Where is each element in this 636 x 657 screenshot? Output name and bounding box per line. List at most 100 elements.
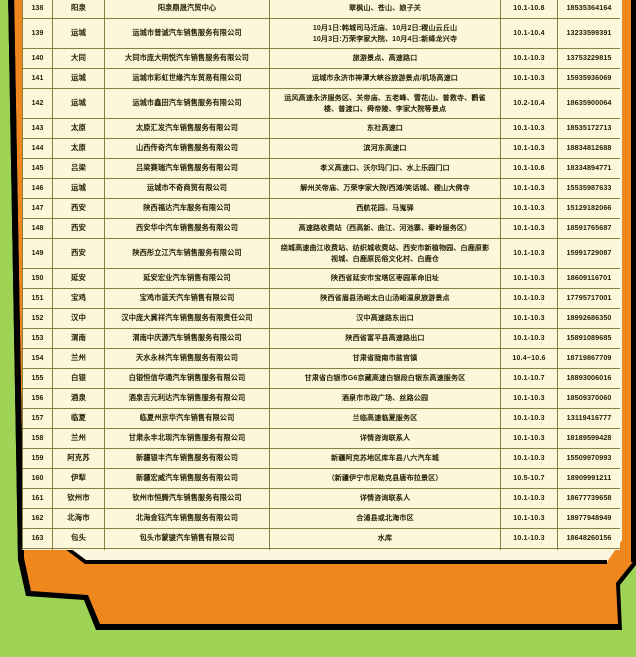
city-cell: 宝鸡 bbox=[52, 288, 105, 309]
spot-line: 高速路收费站（西高新、曲江、河池寨、秦岭服务区） bbox=[298, 224, 472, 233]
spot-line: 10月3日:万荣李家大院、10月4日:新绛龙兴寺 bbox=[312, 34, 458, 43]
date-range-cell: 10.1-10.3 bbox=[500, 488, 558, 509]
table-body: 138 阳泉 阳泉鼎晟汽贸中心 翠枫山、苍山、娘子关 10.1-10.8 18535364… bbox=[22, 0, 620, 550]
table-row[interactable]: 151 宝鸡 宝鸡市蓝天汽车销售有限公司 陕西省眉县汤峪太白山汤峪温泉旅游景点 10.1… bbox=[22, 288, 620, 309]
table-row[interactable]: 163 包头 包头市蒙骏汽车销售有限公司 水库 10.1-10.3 18648260156 bbox=[22, 528, 620, 549]
table-row[interactable]: 159 阿克苏 新疆银丰汽车销售服务有限公司 新疆阿克苏地区库车县八六汽车城 10.1-… bbox=[22, 448, 620, 469]
scenic-spot-cell: 大青山野生动物园、哈拉沁水库、阿尔泰游乐园 bbox=[269, 548, 501, 550]
phone-number-cell: 18719867709 bbox=[557, 348, 620, 369]
city-cell: 汉中 bbox=[52, 308, 105, 329]
phone-number-cell: 13233599391 bbox=[557, 18, 620, 49]
phone-number-cell: 13119416777 bbox=[557, 408, 620, 429]
scenic-spot-cell: 解州关帝庙、万荣李家大院/西滩/笑话城、稷山大佛寺 bbox=[269, 178, 501, 199]
scenic-spot-cell: 水库 bbox=[269, 528, 501, 549]
table-row[interactable]: 157 临夏 临夏州京华汽车销售有限公司 兰临高速临夏服务区 10.1-10.3 1311… bbox=[22, 408, 620, 429]
city-cell: 包头 bbox=[52, 528, 105, 549]
table-row[interactable]: 152 汉中 汉中庞大冀祥汽车销售服务有限责任公司 汉中高速路东出口 10.1-10.3… bbox=[22, 308, 620, 329]
city-cell: 运城 bbox=[52, 178, 105, 199]
table-row[interactable]: 155 白银 白银恒信华通汽车销售服务有限公司 甘肃省白银市G6京藏高速白银段白银东高… bbox=[22, 368, 620, 389]
city-cell: 渭南 bbox=[52, 328, 105, 349]
table-row[interactable]: 161 钦州市 钦州市恒腾汽车销售服务有限公司 详情咨询联系人 10.1-10.3 186… bbox=[22, 488, 620, 509]
row-index-cell: 153 bbox=[22, 328, 53, 349]
dealer-activity-table: 138 阳泉 阳泉鼎晟汽贸中心 翠枫山、苍山、娘子关 10.1-10.8 18535364… bbox=[22, 0, 620, 550]
city-cell: 西安 bbox=[52, 218, 105, 239]
spot-line: （新疆伊宁市尼勒克县唐布拉景区） bbox=[327, 474, 443, 483]
scenic-spot-cell: 运城市永济市神潭大峡谷旅游景点/机场高速口 bbox=[269, 68, 501, 89]
scenic-spot-cell: 甘肃省白银市G6京藏高速白银段白银东高速服务区 bbox=[269, 368, 501, 389]
company-name-cell: 汉中庞大冀祥汽车销售服务有限责任公司 bbox=[104, 308, 270, 329]
dealer-table-scroll-area[interactable]: 138 阳泉 阳泉鼎晟汽贸中心 翠枫山、苍山、娘子关 10.1-10.8 18535364… bbox=[22, 0, 620, 550]
spot-line: 西航花园、马嵬驿 bbox=[356, 204, 414, 213]
scenic-spot-cell: 汉中高速路东出口 bbox=[269, 308, 501, 329]
spot-line: 陕西省延安市宝塔区枣园革命旧址 bbox=[331, 274, 439, 283]
scenic-spot-cell: 孝义高速口、沃尔玛门口、水上乐园门口 bbox=[269, 158, 501, 179]
date-range-cell: 10.1-10.8 bbox=[500, 158, 558, 179]
scenic-spot-cell: 陕西省延安市宝塔区枣园革命旧址 bbox=[269, 268, 501, 289]
date-range-cell: 10.1-10.3 bbox=[500, 178, 558, 199]
scenic-spot-cell: 东社高速口 bbox=[269, 118, 501, 139]
table-row[interactable]: 164呼和浩特内蒙古鹏顺汽车销售服务有限责任公司大青山野生动物园、哈拉沁水库、阿… bbox=[22, 548, 620, 550]
row-index-cell: 145 bbox=[22, 158, 53, 179]
date-range-cell: 10.1-10.3 bbox=[500, 288, 558, 309]
city-cell: 西安 bbox=[52, 198, 105, 219]
company-name-cell: 渭南中庆源汽车销售服务有限公司 bbox=[104, 328, 270, 349]
city-cell: 北海市 bbox=[52, 508, 105, 529]
table-row[interactable]: 146 运城 运城市不奇商贸有限公司 解州关帝庙、万荣李家大院/西滩/笑话城、稷山大佛… bbox=[22, 178, 620, 199]
table-row[interactable]: 141 运城 运城市彩虹世缘汽车贸易有限公司 运城市永济市神潭大峡谷旅游景点/机场高速… bbox=[22, 68, 620, 89]
date-range-cell: 10.4~10.6 bbox=[500, 348, 558, 369]
city-cell: 运城 bbox=[52, 68, 105, 89]
table-row[interactable]: 154 兰州 天水永林汽车销售服务有限公司 甘肃省陇南市盐官镇 10.4~10.6 187… bbox=[22, 348, 620, 369]
row-index-cell: 160 bbox=[22, 468, 53, 489]
table-row[interactable]: 145 吕梁 吕梁赛瑞汽车销售服务有限公司 孝义高速口、沃尔玛门口、水上乐园门口 10.… bbox=[22, 158, 620, 179]
table-row[interactable]: 158 兰州 甘肃永丰北现汽车销售服务有限公司 详情咨询联系人 10.1-10.3 181… bbox=[22, 428, 620, 449]
banner-left-edge bbox=[8, 0, 24, 560]
table-row[interactable]: 156 酒泉 酒泉吉元利达汽车销售服务有限公司 酒泉市市政广场、丝路公园 10.1-10… bbox=[22, 388, 620, 409]
scenic-spot-cell: 兰临高速临夏服务区 bbox=[269, 408, 501, 429]
spot-line: 甘肃省白银市G6京藏高速白银段白银东高速服务区 bbox=[304, 374, 466, 383]
date-range-cell: 10.1-10.3 bbox=[500, 238, 558, 269]
spot-line: 详情咨询联系人 bbox=[359, 494, 411, 503]
table-row[interactable]: 162 北海市 北海金钰汽车销售服务有限公司 合浦县或北海市区 10.1-10.3 189… bbox=[22, 508, 620, 529]
phone-number-cell: 18535172713 bbox=[557, 118, 620, 139]
date-range-cell: 10.1-10.3 bbox=[500, 308, 558, 329]
spot-line: 兰临高速临夏服务区 bbox=[352, 414, 418, 423]
company-name-cell: 甘肃永丰北现汽车销售服务有限公司 bbox=[104, 428, 270, 449]
company-name-cell: 新疆银丰汽车销售服务有限公司 bbox=[104, 448, 270, 469]
table-row[interactable]: 160 伊犁 新疆宏威汽车销售服务有限公司 （新疆伊宁市尼勒克县唐布拉景区） 10.5-… bbox=[22, 468, 620, 489]
date-range-cell: 10.1-10.3 bbox=[500, 118, 558, 139]
row-index-cell: 140 bbox=[22, 48, 53, 69]
row-index-cell: 148 bbox=[22, 218, 53, 239]
city-cell: 西安 bbox=[52, 238, 105, 269]
table-row[interactable]: 148 西安 西安华中汽车销售服务有限公司 高速路收费站（西高新、曲江、河池寨、秦岭服… bbox=[22, 218, 620, 239]
spot-line: 10月1日:韩城司马迁庙、10月2日:稷山云丘山 bbox=[312, 23, 458, 32]
table-row[interactable]: 144 太原 山西传奇汽车销售服务有限公司 滨河东高速口 10.1-10.3 188348… bbox=[22, 138, 620, 159]
company-name-cell: 临夏州京华汽车销售有限公司 bbox=[104, 408, 270, 429]
row-index-cell: 139 bbox=[22, 18, 53, 49]
table-row[interactable]: 138 阳泉 阳泉鼎晟汽贸中心 翠枫山、苍山、娘子关 10.1-10.8 18535364… bbox=[22, 0, 620, 19]
table-row[interactable]: 153 渭南 渭南中庆源汽车销售服务有限公司 陕西省富平县高速路出口 10.1-10.3… bbox=[22, 328, 620, 349]
row-index-cell: 141 bbox=[22, 68, 53, 89]
table-row[interactable]: 150 延安 延安宏业汽车销售有限公司 陕西省延安市宝塔区枣园革命旧址 10.1-10.… bbox=[22, 268, 620, 289]
table-row[interactable]: 147 西安 陕西福达汽车服务有限公司 西航花园、马嵬驿 10.1-10.3 151291… bbox=[22, 198, 620, 219]
company-name-cell: 白银恒信华通汽车销售服务有限公司 bbox=[104, 368, 270, 389]
table-row[interactable]: 139 运城 运城市普诚汽车销售服务有限公司 10月1日:韩城司马迁庙、10月2日:稷… bbox=[22, 18, 620, 49]
row-index-cell: 155 bbox=[22, 368, 53, 389]
table-row[interactable]: 149 西安 陕西彤立江汽车销售服务有限公司 绕城高速曲江收费站、纺织城收费站、西安市… bbox=[22, 238, 620, 269]
phone-number-cell: 15509970993 bbox=[557, 448, 620, 469]
scenic-spot-cell: 详情咨询联系人 bbox=[269, 428, 501, 449]
city-cell: 临夏 bbox=[52, 408, 105, 429]
phone-number-cell: 18977948949 bbox=[557, 508, 620, 529]
table-row[interactable]: 143 太原 太原汇发汽车销售服务有限公司 东社高速口 10.1-10.3 1853517… bbox=[22, 118, 620, 139]
spot-line: 陕西省眉县汤峪太白山汤峪温泉旅游景点 bbox=[320, 294, 450, 303]
city-cell: 兰州 bbox=[52, 348, 105, 369]
company-name-cell: 运城市彩虹世缘汽车贸易有限公司 bbox=[104, 68, 270, 89]
phone-number-cell: 15991729087 bbox=[557, 238, 620, 269]
panel-fold-shadow bbox=[22, 518, 607, 564]
spot-line: 详情咨询联系人 bbox=[359, 434, 411, 443]
banner-right-edge bbox=[631, 0, 636, 562]
table-row[interactable]: 140 大同 大同市庞大明悦汽车销售服务有限公司 旅游景点、高速路口 10.1-10.3… bbox=[22, 48, 620, 69]
company-name-cell: 运城市普诚汽车销售服务有限公司 bbox=[104, 18, 270, 49]
table-row[interactable]: 142 运城 运城市鑫田汽车销售服务有限公司 运风高速永济服务区、关帝庙、五老峰、雪花… bbox=[22, 88, 620, 119]
bottom-green bbox=[0, 632, 636, 657]
scenic-spot-cell: 运风高速永济服务区、关帝庙、五老峰、雪花山、普救寺、鹳雀 楼、普渡口、舜帝陵、李家… bbox=[269, 88, 501, 119]
